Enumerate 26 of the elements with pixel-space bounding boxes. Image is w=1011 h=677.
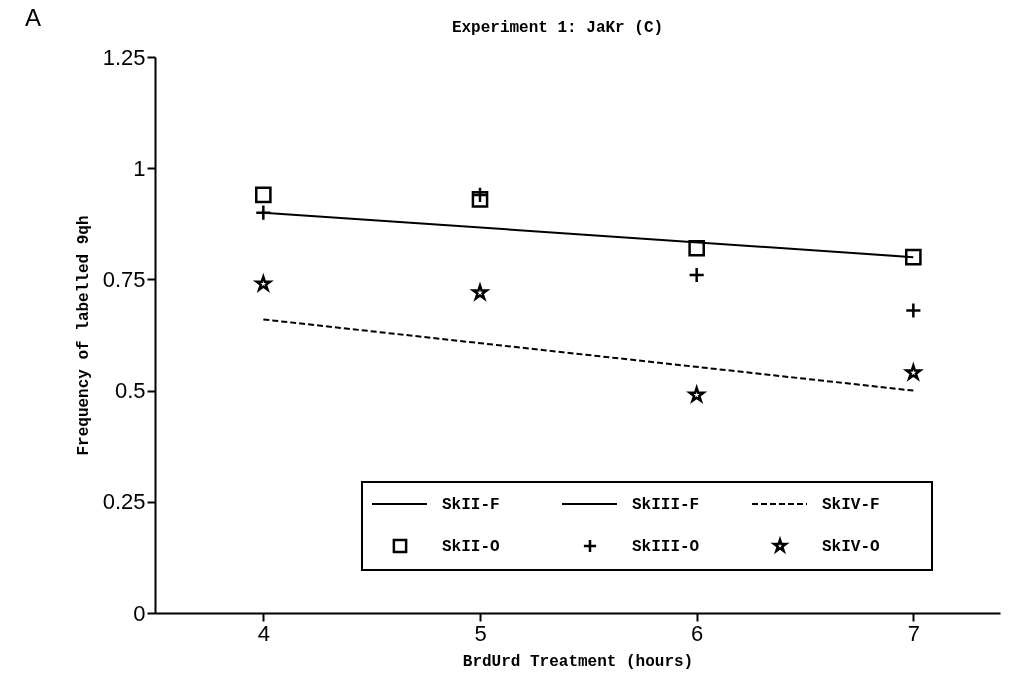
x-tick-label: 7 — [907, 620, 920, 646]
legend-label: SkIV-F — [822, 496, 880, 514]
legend-label: SkIII-O — [632, 538, 700, 556]
y-axis-title: Frequency of labelled 9qh — [74, 215, 93, 456]
legend-label: SkIII-F — [632, 496, 700, 514]
point — [686, 384, 707, 404]
point — [905, 248, 922, 266]
point — [255, 186, 272, 204]
chart-title: Experiment 1: JaKr (C) — [451, 19, 664, 37]
point — [688, 239, 705, 257]
y-tick-label: 0 — [133, 600, 146, 626]
point — [471, 191, 489, 208]
legend-label: SkIV-O — [822, 538, 881, 556]
y-tick-label: 1.25 — [102, 44, 146, 70]
x-tick-label: 6 — [691, 620, 704, 646]
point — [253, 273, 274, 293]
x-axis-title: BrdUrd Treatment (hours) — [462, 652, 694, 671]
x-tick-label: 5 — [474, 620, 487, 646]
text: A — [25, 4, 42, 31]
legend-label: SkII-F — [442, 496, 500, 514]
y-tick-label: 0.5 — [114, 378, 146, 404]
legend-label: SkII-O — [442, 538, 501, 556]
y-tick-label: 1 — [133, 155, 146, 181]
y-tick-label: 0.25 — [102, 489, 146, 515]
x-tick-label: 4 — [257, 620, 270, 646]
y-tick-label: 0.75 — [102, 266, 146, 292]
